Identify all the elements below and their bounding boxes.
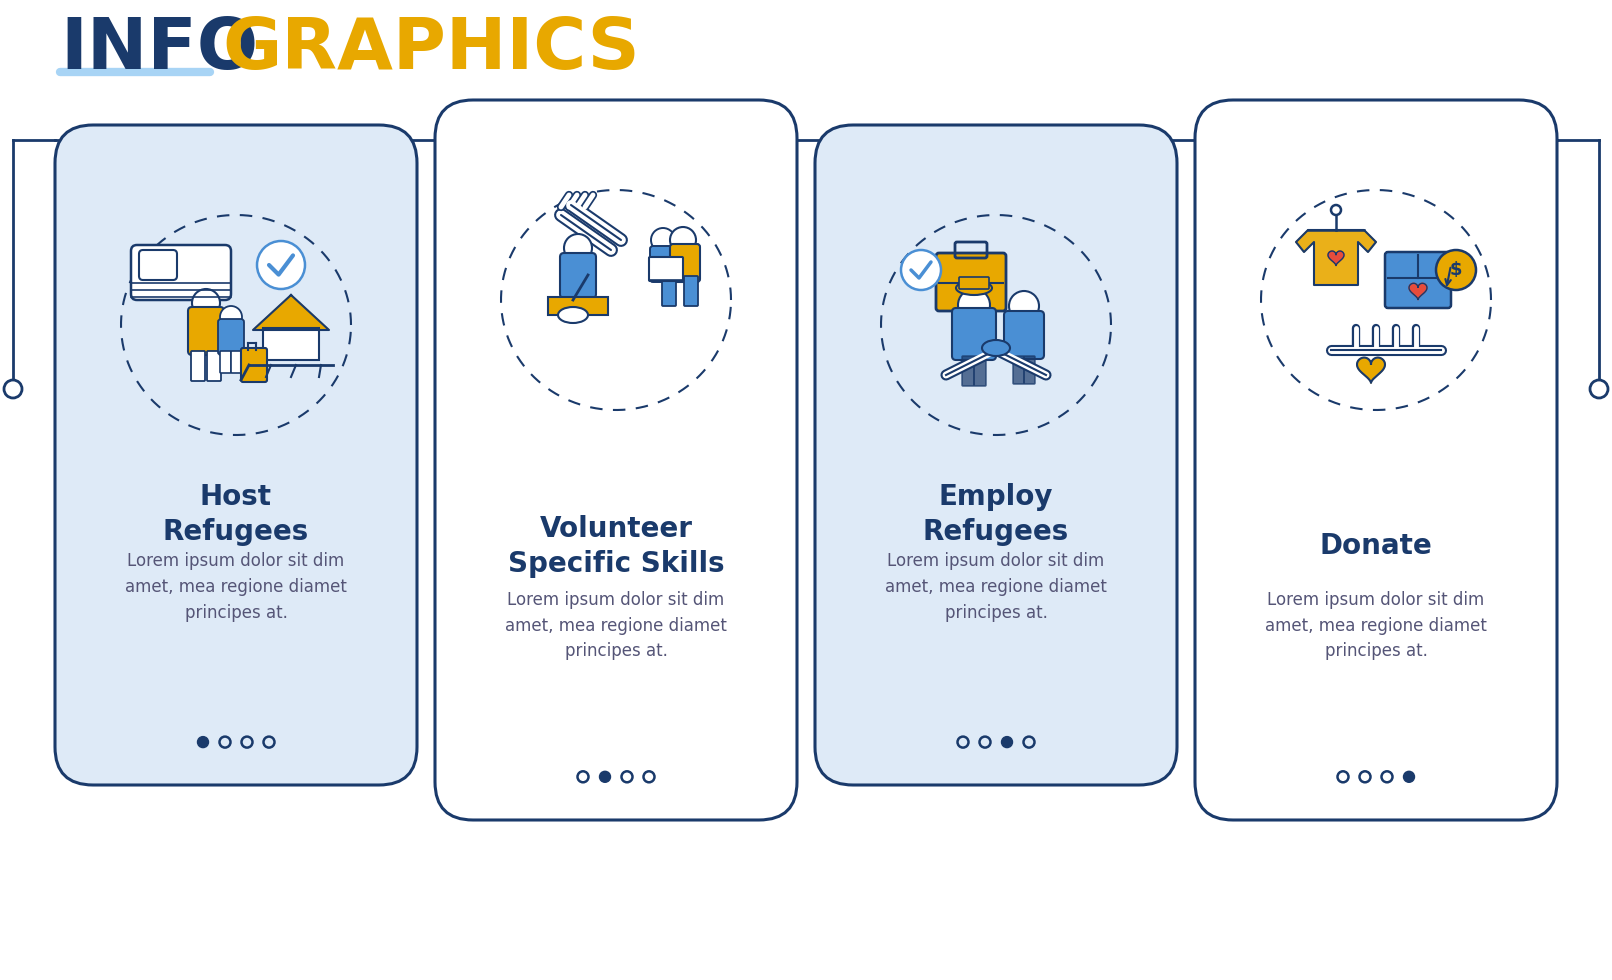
Circle shape: [564, 234, 592, 262]
Circle shape: [3, 380, 23, 398]
Text: Lorem ipsum dolor sit dim
amet, mea regione diamet
principes at.: Lorem ipsum dolor sit dim amet, mea regi…: [505, 591, 727, 661]
FancyBboxPatch shape: [131, 245, 231, 300]
Circle shape: [1009, 291, 1040, 321]
Circle shape: [651, 228, 675, 252]
FancyBboxPatch shape: [559, 253, 596, 298]
FancyBboxPatch shape: [1012, 356, 1024, 384]
Circle shape: [1589, 380, 1609, 398]
Text: $: $: [1449, 261, 1462, 279]
FancyBboxPatch shape: [55, 125, 418, 785]
Polygon shape: [1357, 358, 1385, 383]
Circle shape: [1436, 250, 1477, 290]
FancyBboxPatch shape: [962, 356, 974, 386]
FancyBboxPatch shape: [231, 351, 242, 373]
FancyBboxPatch shape: [816, 125, 1177, 785]
Text: Lorem ipsum dolor sit dim
amet, mea regione diamet
principes at.: Lorem ipsum dolor sit dim amet, mea regi…: [1265, 591, 1486, 661]
Text: Lorem ipsum dolor sit dim
amet, mea regione diamet
principes at.: Lorem ipsum dolor sit dim amet, mea regi…: [885, 553, 1107, 621]
FancyBboxPatch shape: [206, 351, 221, 381]
Text: Host
Refugees: Host Refugees: [163, 482, 310, 546]
FancyBboxPatch shape: [953, 308, 996, 360]
FancyBboxPatch shape: [959, 277, 990, 289]
Text: Volunteer
Specific Skills: Volunteer Specific Skills: [508, 514, 724, 578]
FancyBboxPatch shape: [1194, 100, 1557, 820]
FancyBboxPatch shape: [663, 276, 675, 306]
Circle shape: [219, 306, 242, 328]
Text: GRAPHICS: GRAPHICS: [222, 16, 640, 84]
Text: Lorem ipsum dolor sit dim
amet, mea regione diamet
principes at.: Lorem ipsum dolor sit dim amet, mea regi…: [126, 553, 347, 621]
Ellipse shape: [956, 281, 991, 295]
FancyBboxPatch shape: [190, 351, 205, 381]
FancyBboxPatch shape: [263, 328, 319, 360]
FancyBboxPatch shape: [937, 253, 1006, 311]
FancyBboxPatch shape: [650, 246, 679, 282]
FancyBboxPatch shape: [435, 100, 796, 820]
Circle shape: [256, 241, 305, 289]
FancyBboxPatch shape: [219, 351, 231, 373]
Ellipse shape: [982, 340, 1011, 356]
FancyBboxPatch shape: [548, 297, 608, 315]
Ellipse shape: [558, 307, 588, 323]
Circle shape: [671, 227, 696, 253]
Text: INFO: INFO: [60, 16, 258, 84]
Circle shape: [192, 289, 219, 317]
FancyBboxPatch shape: [1004, 311, 1045, 359]
FancyBboxPatch shape: [683, 276, 698, 306]
Circle shape: [901, 250, 941, 290]
Polygon shape: [1296, 230, 1377, 285]
Circle shape: [600, 771, 611, 782]
FancyBboxPatch shape: [189, 307, 224, 355]
FancyBboxPatch shape: [974, 356, 987, 386]
Polygon shape: [1328, 251, 1344, 266]
Circle shape: [1404, 771, 1414, 782]
Polygon shape: [1409, 283, 1427, 300]
FancyBboxPatch shape: [242, 348, 268, 382]
FancyBboxPatch shape: [139, 250, 177, 280]
FancyBboxPatch shape: [650, 257, 683, 281]
FancyBboxPatch shape: [1385, 252, 1451, 308]
Circle shape: [198, 737, 208, 748]
FancyBboxPatch shape: [1024, 356, 1035, 384]
Circle shape: [1001, 737, 1012, 748]
Text: Employ
Refugees: Employ Refugees: [924, 482, 1069, 546]
FancyBboxPatch shape: [671, 244, 700, 282]
Polygon shape: [253, 295, 329, 330]
Text: Donate: Donate: [1320, 532, 1433, 561]
FancyBboxPatch shape: [218, 319, 243, 355]
Circle shape: [958, 289, 990, 321]
